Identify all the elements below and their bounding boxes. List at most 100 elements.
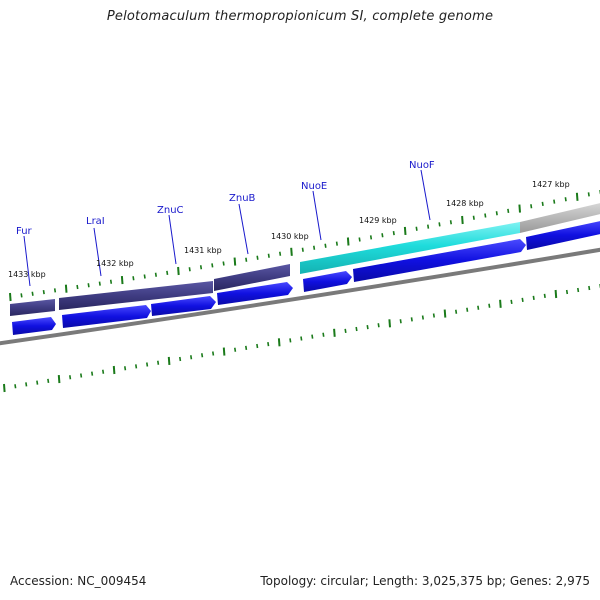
tick-mark-upper: [166, 270, 169, 276]
tick-mark-lower: [355, 326, 358, 332]
tick-mark-lower: [36, 380, 39, 385]
tick-mark-upper: [313, 245, 316, 250]
tick-mark-lower: [47, 378, 50, 384]
tick-mark-upper: [233, 257, 237, 266]
kbp-label-1427: 1427 kbp: [532, 180, 570, 189]
tick-mark-lower: [311, 334, 314, 339]
kbp-label-1428: 1428 kbp: [446, 199, 484, 208]
tick-mark-upper: [42, 289, 45, 295]
tick-mark-upper: [541, 201, 544, 207]
tick-mark-lower: [399, 319, 402, 324]
tick-mark-upper: [120, 276, 124, 285]
tick-mark-upper: [575, 192, 579, 201]
cds-arrow-fur: [12, 317, 56, 335]
tick-mark-upper: [553, 199, 556, 204]
tick-mark-upper: [369, 235, 373, 240]
kbp-label-1431: 1431 kbp: [184, 246, 222, 255]
tick-mark-upper: [256, 255, 259, 260]
tick-mark-upper: [98, 281, 101, 286]
tick-mark-upper: [495, 211, 498, 216]
tick-mark-upper: [20, 293, 23, 298]
tick-mark-upper: [346, 237, 350, 246]
tick-mark-upper: [188, 267, 191, 272]
operon-band-znub: [214, 264, 290, 291]
tick-mark-lower: [510, 299, 513, 305]
tick-mark-upper: [87, 283, 90, 288]
leader-line-znub: [238, 203, 249, 255]
tick-mark-lower: [322, 332, 325, 337]
kbp-label-1430: 1430 kbp: [271, 232, 309, 241]
tick-mark-lower: [267, 341, 270, 347]
operon-band-fur: [10, 299, 55, 316]
tick-mark-lower: [488, 303, 491, 308]
leader-line-nuof: [420, 169, 431, 221]
tick-mark-upper: [177, 266, 180, 276]
tick-mark-lower: [366, 324, 369, 330]
tick-mark-upper: [472, 215, 475, 220]
tick-mark-lower: [124, 366, 127, 371]
accession-text: Accession: NC_009454: [10, 574, 147, 588]
leader-line-fur: [23, 235, 31, 287]
tick-mark-upper: [211, 263, 214, 268]
tick-mark-lower: [300, 336, 303, 341]
tick-mark-lower: [222, 347, 226, 356]
tick-mark-lower: [135, 364, 138, 369]
tick-mark-lower: [388, 319, 391, 328]
tick-marks-lower: [3, 284, 600, 393]
tick-mark-lower: [179, 356, 182, 362]
tick-mark-upper: [279, 251, 282, 256]
tick-mark-upper: [324, 243, 327, 248]
tick-mark-upper: [53, 288, 57, 293]
tick-mark-lower: [14, 384, 17, 389]
tick-mark-upper: [530, 204, 533, 209]
cds-arrow-lrai: [62, 305, 151, 328]
gene-label-lrai: LraI: [86, 216, 105, 227]
tick-mark-upper: [76, 284, 79, 290]
leader-line-nuoe: [312, 190, 322, 241]
tick-mark-lower: [245, 345, 248, 351]
tick-mark-lower: [410, 317, 413, 322]
tick-mark-lower: [57, 375, 61, 384]
genome-backbone-line: [0, 247, 600, 346]
tick-mark-upper: [267, 253, 270, 258]
tick-mark-lower: [421, 315, 424, 320]
tick-mark-lower: [377, 323, 380, 328]
genome-summary-text: Topology: circular; Length: 3,025,375 bp…: [260, 574, 590, 588]
tick-mark-upper: [484, 213, 487, 218]
tick-mark-lower: [565, 289, 569, 295]
cds-arrow-znuc: [151, 296, 216, 316]
tick-mark-lower: [466, 307, 469, 312]
operon-band-nuo-cyan: [300, 222, 520, 274]
tick-mark-lower: [577, 287, 580, 293]
tick-mark-lower: [333, 328, 336, 337]
leader-line-lrai: [93, 227, 102, 277]
tick-mark-upper: [132, 276, 135, 281]
leader-line-znuc: [168, 214, 177, 265]
kbp-label-1429: 1429 kbp: [359, 216, 397, 225]
cds-arrow-znub: [217, 282, 293, 305]
tick-mark-lower: [289, 338, 292, 343]
tick-marks-upper: [9, 190, 600, 302]
tick-mark-lower: [146, 362, 149, 367]
cds-arrow-next: [526, 221, 600, 250]
tick-mark-lower: [588, 285, 591, 291]
tick-mark-upper: [109, 279, 113, 284]
tick-mark-upper: [199, 265, 203, 270]
tick-mark-upper: [154, 272, 157, 277]
tick-mark-lower: [167, 356, 171, 365]
tick-mark-lower: [256, 343, 259, 349]
tick-mark-lower: [499, 299, 502, 308]
tick-mark-lower: [80, 373, 83, 378]
tick-mark-lower: [277, 338, 281, 347]
tick-mark-upper: [31, 291, 34, 296]
tick-mark-lower: [102, 369, 105, 374]
gene-label-fur: Fur: [16, 226, 33, 237]
kbp-label-1433: 1433 kbp: [8, 270, 46, 279]
operon-band-gray: [520, 203, 600, 233]
tick-mark-upper: [403, 226, 407, 235]
gene-label-nuof: NuoF: [409, 160, 435, 171]
operon-band-lrai-znub: [59, 281, 213, 310]
tick-mark-lower: [91, 371, 94, 376]
tick-mark-lower: [477, 305, 480, 310]
